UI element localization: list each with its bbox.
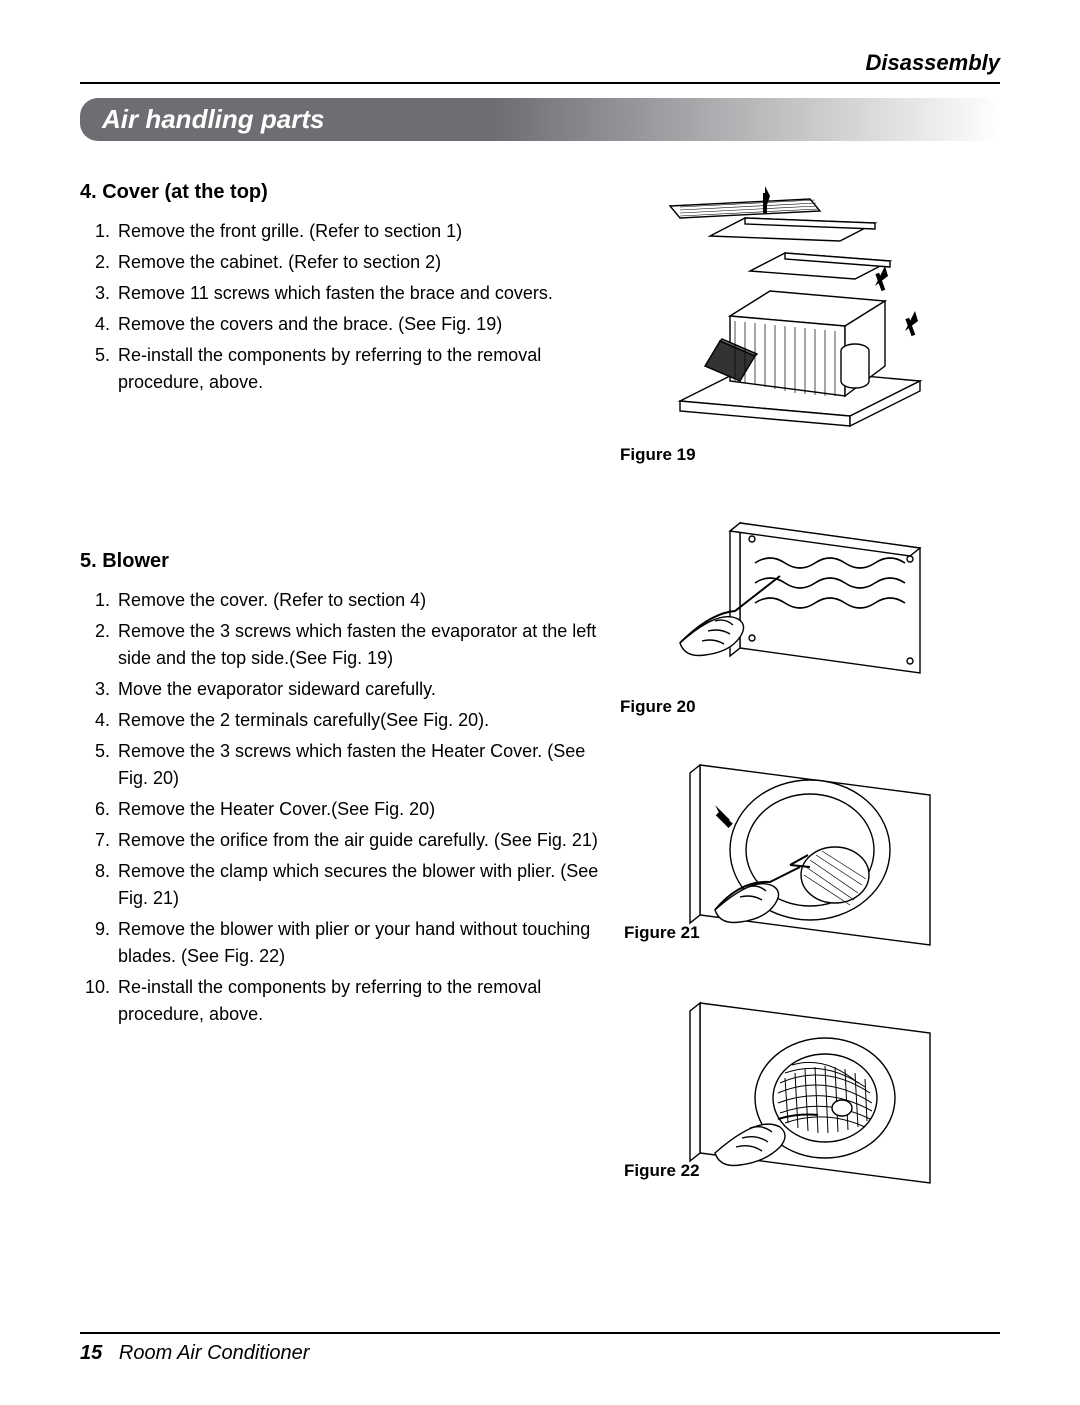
spacer [80, 400, 600, 550]
step-text: Remove the clamp which secures the blowe… [118, 861, 598, 908]
step-text: Remove the 3 screws which fasten the Hea… [118, 741, 585, 788]
footer-rule [80, 1332, 1000, 1334]
figure-20-illustration [620, 493, 940, 693]
figure-22-caption: Figure 22 [624, 1161, 700, 1181]
doc-title: Room Air Conditioner [119, 1342, 309, 1364]
figure-22: Figure 22 [620, 983, 1000, 1193]
list-item: 4.Remove the 2 terminals carefully(See F… [114, 707, 600, 734]
subsection-blower-title: 5. Blower [80, 550, 600, 573]
step-text: Re-install the components by referring t… [118, 345, 541, 392]
list-item: 5.Remove the 3 screws which fasten the H… [114, 738, 600, 792]
figure-21: Figure 21 [620, 745, 1000, 955]
blower-steps: 1.Remove the cover. (Refer to section 4)… [80, 587, 600, 1028]
figure-20-caption: Figure 20 [620, 697, 1000, 717]
step-text: Remove the 2 terminals carefully(See Fig… [118, 710, 489, 730]
step-text: Remove the front grille. (Refer to secti… [118, 221, 462, 241]
figure-19-illustration [620, 181, 940, 441]
figure-19-caption: Figure 19 [620, 445, 1000, 465]
page-number: 15 [80, 1342, 102, 1364]
step-text: Remove the Heater Cover.(See Fig. 20) [118, 799, 435, 819]
content-area: 4. Cover (at the top) 1.Remove the front… [80, 181, 1000, 1193]
figure-column: Figure 19 [620, 181, 1000, 1193]
list-item: 2.Remove the 3 screws which fasten the e… [114, 618, 600, 672]
subsection-cover-title: 4. Cover (at the top) [80, 181, 600, 204]
text-column: 4. Cover (at the top) 1.Remove the front… [80, 181, 600, 1193]
figure-20: Figure 20 [620, 493, 1000, 717]
footer-text: 15 Room Air Conditioner [80, 1342, 1000, 1365]
list-item: 9.Remove the blower with plier or your h… [114, 916, 600, 970]
list-item: 2.Remove the cabinet. (Refer to section … [114, 249, 600, 276]
step-text: Move the evaporator sideward carefully. [118, 679, 436, 699]
step-text: Remove the cover. (Refer to section 4) [118, 590, 426, 610]
list-item: 10.Re-install the components by referrin… [114, 974, 600, 1028]
cover-steps: 1.Remove the front grille. (Refer to sec… [80, 218, 600, 396]
step-text: Remove the blower with plier or your han… [118, 919, 590, 966]
list-item: 4.Remove the covers and the brace. (See … [114, 311, 600, 338]
list-item: 3.Move the evaporator sideward carefully… [114, 676, 600, 703]
step-text: Remove 11 screws which fasten the brace … [118, 283, 553, 303]
header-section-label: Disassembly [80, 50, 1000, 76]
section-banner: Air handling parts [80, 98, 1000, 141]
page-footer: 15 Room Air Conditioner [80, 1332, 1000, 1365]
list-item: 8.Remove the clamp which secures the blo… [114, 858, 600, 912]
list-item: 1.Remove the front grille. (Refer to sec… [114, 218, 600, 245]
list-item: 7.Remove the orifice from the air guide … [114, 827, 600, 854]
step-text: Remove the 3 screws which fasten the eva… [118, 621, 596, 668]
list-item: 3.Remove 11 screws which fasten the brac… [114, 280, 600, 307]
step-text: Remove the cabinet. (Refer to section 2) [118, 252, 441, 272]
page: Disassembly Air handling parts 4. Cover … [0, 0, 1080, 1405]
list-item: 5.Re-install the components by referring… [114, 342, 600, 396]
figure-21-caption: Figure 21 [624, 923, 700, 943]
step-text: Re-install the components by referring t… [118, 977, 541, 1024]
step-text: Remove the orifice from the air guide ca… [118, 830, 598, 850]
list-item: 1.Remove the cover. (Refer to section 4) [114, 587, 600, 614]
header-rule [80, 82, 1000, 84]
list-item: 6.Remove the Heater Cover.(See Fig. 20) [114, 796, 600, 823]
step-text: Remove the covers and the brace. (See Fi… [118, 314, 502, 334]
figure-19: Figure 19 [620, 181, 1000, 465]
